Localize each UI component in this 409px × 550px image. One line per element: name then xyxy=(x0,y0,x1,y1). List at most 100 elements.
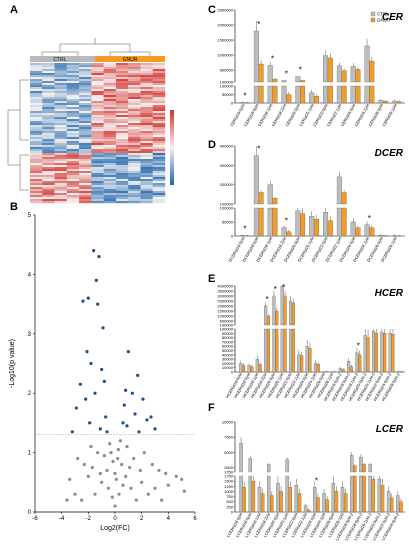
heatmap-cell xyxy=(91,65,104,68)
heatmap-cell xyxy=(91,111,104,114)
bar-ctrl xyxy=(280,328,284,373)
heatmap-cell xyxy=(91,95,104,98)
bar-gnur xyxy=(341,207,347,237)
heatmap-cell xyxy=(140,79,153,82)
heatmap-cell xyxy=(30,131,43,134)
heatmap-cell xyxy=(128,163,141,166)
heatmap-cell xyxy=(30,171,43,174)
heatmap-cell xyxy=(115,113,129,116)
volcano-point-significant xyxy=(145,418,149,422)
heatmap-cell xyxy=(91,73,104,76)
significance-marker: * xyxy=(274,285,277,294)
heatmap-cell xyxy=(140,201,153,204)
heatmap-cell xyxy=(128,135,141,138)
heatmap-cell xyxy=(66,189,80,192)
volcano-plot: -6 -4 -2 0 2 4 6 0 1 2 3 4 5 Log2(FC) -Log10(p value) xyxy=(9,213,197,532)
y-tick-label: 2500000 xyxy=(217,299,233,304)
volcano-point-ns xyxy=(140,480,144,484)
heatmap-cell xyxy=(66,195,80,198)
heatmap-cell xyxy=(115,93,129,96)
heatmap-cell xyxy=(91,121,104,124)
y-tick-label: 3500000 xyxy=(217,289,233,294)
heatmap-cell xyxy=(152,161,166,164)
heatmap-cell xyxy=(140,141,153,144)
heatmap-cell xyxy=(91,93,104,96)
bar-gnur xyxy=(369,85,375,104)
heatmap-cell xyxy=(152,115,166,118)
heatmap-cell xyxy=(140,135,153,138)
bar-gnur xyxy=(369,227,375,237)
heatmap-cell xyxy=(115,111,129,114)
bar-ctrl xyxy=(322,493,326,513)
heatmap-cell xyxy=(128,65,141,68)
heatmap-cell xyxy=(66,77,80,80)
heatmap-cell xyxy=(128,73,141,76)
heatmap-cell xyxy=(54,91,68,94)
panel-label-c: C xyxy=(208,4,216,16)
heatmap-cell xyxy=(66,175,80,178)
heatmap-cell xyxy=(42,201,55,204)
y-tick-label: 500000 xyxy=(220,68,234,73)
heatmap-cell xyxy=(91,149,104,152)
heatmap-cell xyxy=(91,103,104,106)
legend-swatch xyxy=(370,11,376,17)
bar-ctrl-upper xyxy=(364,45,370,83)
heatmap-cell xyxy=(152,167,166,170)
heatmap-cell xyxy=(30,115,43,118)
heatmap-cell xyxy=(66,151,80,154)
heatmap-cell xyxy=(30,193,43,196)
significance-marker: * xyxy=(243,224,246,233)
y-tick-label: 50000 xyxy=(222,348,234,353)
heatmap-cell xyxy=(140,173,153,176)
heatmap-cell xyxy=(79,183,92,186)
heatmap-cell xyxy=(79,75,92,78)
y-tick-label: 400000 xyxy=(220,144,234,149)
heatmap-cell xyxy=(30,133,43,136)
heatmap-cell xyxy=(30,125,43,128)
heatmap-cell xyxy=(91,147,104,150)
heatmap-cell xyxy=(128,101,141,104)
heatmap-cell xyxy=(91,101,104,104)
bar-ctrl-upper xyxy=(267,65,273,83)
heatmap-cell xyxy=(152,113,166,116)
heatmap-cell xyxy=(91,151,104,154)
heatmap-cell xyxy=(152,165,166,168)
heatmap-cell xyxy=(42,67,55,70)
heatmap-cell xyxy=(30,187,43,190)
bar-ctrl xyxy=(323,212,329,237)
heatmap-cell xyxy=(152,127,166,130)
y-tick-label: 100000 xyxy=(220,323,234,328)
heatmap-cell xyxy=(42,83,55,86)
heatmap-cell xyxy=(30,151,43,154)
heatmap-cell xyxy=(140,153,153,156)
heatmap-cell xyxy=(103,167,117,170)
heatmap-cell xyxy=(30,147,43,150)
heatmap-cell xyxy=(91,185,104,188)
heatmap-cell xyxy=(152,87,166,90)
volcano-point-ns xyxy=(73,492,77,496)
heatmap-cell xyxy=(152,153,166,156)
legend-label: GNUR xyxy=(377,18,391,23)
heatmap-cell xyxy=(152,65,166,68)
heatmap-cell xyxy=(152,103,166,106)
heatmap-cell xyxy=(54,89,68,92)
bar-gnur-upper xyxy=(291,302,295,326)
heatmap-cell xyxy=(115,99,129,102)
heatmap-cell xyxy=(128,195,141,198)
y-tick-label: 50000 xyxy=(222,92,234,97)
heatmap-cell xyxy=(115,69,129,72)
heatmap-cell xyxy=(66,139,80,142)
bar-ctrl-upper xyxy=(253,30,259,83)
bar-gnur-upper xyxy=(362,464,366,473)
bar-gnur xyxy=(325,499,329,513)
heatmap-cell xyxy=(128,201,141,204)
heatmap-cell xyxy=(42,151,55,154)
heatmap-cell xyxy=(66,173,80,176)
bar-gnur xyxy=(380,485,385,513)
heatmap-cell xyxy=(128,109,141,112)
bar-gnur-upper xyxy=(258,63,264,83)
heatmap-cell xyxy=(91,77,104,80)
heatmap-cell xyxy=(30,177,43,180)
heatmap-cell xyxy=(115,189,129,192)
bar-gnur xyxy=(242,487,246,513)
